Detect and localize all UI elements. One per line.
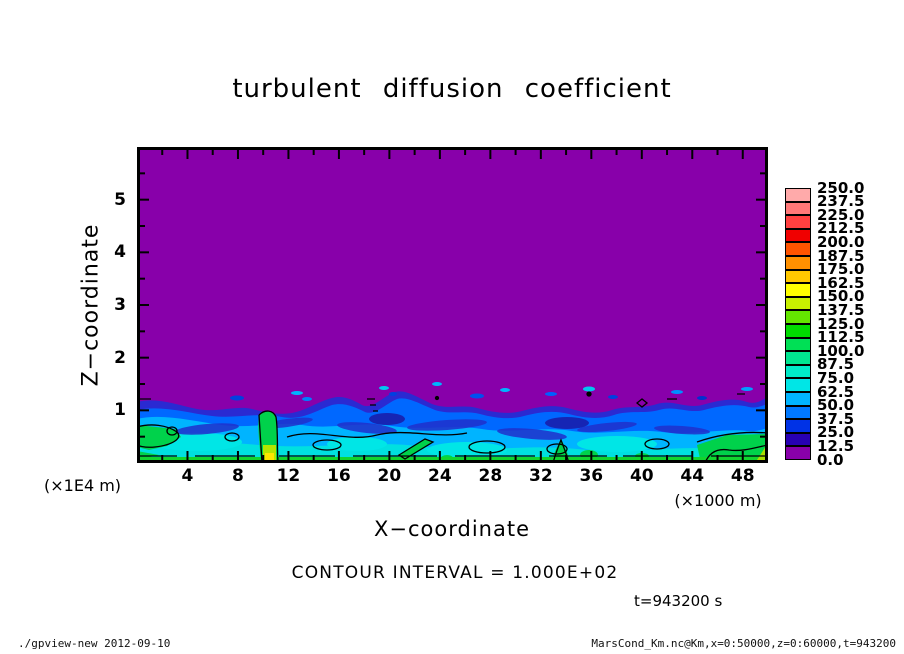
colorbar-level-label: 37.5 [817, 409, 855, 428]
colorbar-level-label: 200.0 [817, 232, 865, 251]
colorbar-box [785, 242, 811, 256]
colorbar-level-label: 50.0 [817, 396, 855, 415]
colorbar-box [785, 310, 811, 324]
colorbar-level-label: 0.0 [817, 450, 844, 469]
detached-plumes [230, 382, 753, 401]
z-tick-label: 5 [114, 189, 126, 210]
x-tick-label: 4 [181, 466, 194, 486]
colorbar-box [785, 188, 811, 202]
colorbar-box [785, 405, 811, 420]
x-axis-unit: (×1000 m) [674, 491, 762, 510]
colorbar-level-label: 125.0 [817, 314, 865, 333]
axis-tickmarks [140, 150, 765, 460]
x-tick-label: 8 [232, 466, 244, 486]
colorbar-level-label: 162.5 [817, 273, 865, 292]
colorbar-level-label: 87.5 [817, 355, 855, 374]
colorbar-box [785, 201, 811, 216]
x-axis-label: X−coordinate [374, 517, 530, 541]
footer-command: ./gpview-new 2012-09-10 [18, 637, 171, 650]
colorbar-box [785, 296, 811, 311]
line-contours [136, 391, 769, 464]
x-tick-label: 16 [327, 466, 351, 486]
contour-interval-note: CONTOUR INTERVAL = 1.000E+02 [291, 563, 619, 583]
x-tick-label: 40 [629, 466, 654, 486]
colorbar-box [785, 337, 811, 352]
colorbar-box [785, 283, 811, 297]
x-tick-label: 28 [478, 466, 503, 486]
colorbar-box [785, 392, 811, 406]
time-note: t=943200 s [634, 592, 723, 610]
colorbar-level-label: 75.0 [817, 368, 855, 387]
colorbar-box [785, 269, 811, 284]
colorbar-box [785, 364, 811, 379]
z-tick-label: 4 [114, 242, 126, 263]
x-tick-label: 36 [579, 466, 604, 486]
x-tick-label: 32 [528, 466, 553, 486]
colorbar-box [785, 446, 811, 460]
x-tick-label: 12 [276, 466, 301, 486]
colorbar-level-label: 25.0 [817, 423, 855, 442]
colorbar-box [785, 324, 811, 338]
contour-plot-svg [136, 147, 769, 464]
footer-source: MarsCond_Km.nc@Km,x=0:50000,z=0:60000,t=… [591, 637, 896, 650]
colorbar-level-label: 212.5 [817, 219, 865, 238]
colorbar-level-label: 12.5 [817, 436, 855, 455]
plot-area [136, 147, 769, 464]
chart-title: turbulent diffusion coefficient [232, 74, 672, 104]
plot-frame [137, 147, 768, 463]
z-axis-unit: (×1E4 m) [44, 476, 122, 495]
x-tick-label: 24 [428, 466, 452, 486]
x-tick-label: 44 [680, 466, 705, 486]
z-tick-label: 1 [114, 400, 126, 421]
colorbar-box [785, 419, 811, 433]
colorbar-level-label: 150.0 [817, 287, 865, 306]
colorbar-level-label: 237.5 [817, 192, 865, 211]
x-tick-label: 20 [377, 466, 402, 486]
colorbar-level-label: 137.5 [817, 300, 865, 319]
colorbar-level-label: 225.0 [817, 205, 865, 224]
x-tick-label: 48 [730, 466, 755, 486]
colorbar-level-label: 175.0 [817, 260, 865, 279]
colorbar-level-label: 250.0 [817, 178, 865, 197]
colorbar-box [785, 256, 811, 270]
colorbar-box [785, 215, 811, 229]
colorbar-level-label: 100.0 [817, 341, 865, 360]
colorbar-box [785, 228, 811, 243]
colorbar-box [785, 432, 811, 447]
z-tick-label: 2 [114, 347, 126, 368]
colorbar-box [785, 378, 811, 392]
colorbar-box [785, 351, 811, 365]
z-tick-label: 3 [114, 295, 126, 315]
colorbar-level-label: 112.5 [817, 328, 865, 347]
colorbar-level-label: 187.5 [817, 246, 865, 265]
colorbar-level-label: 62.5 [817, 382, 855, 401]
